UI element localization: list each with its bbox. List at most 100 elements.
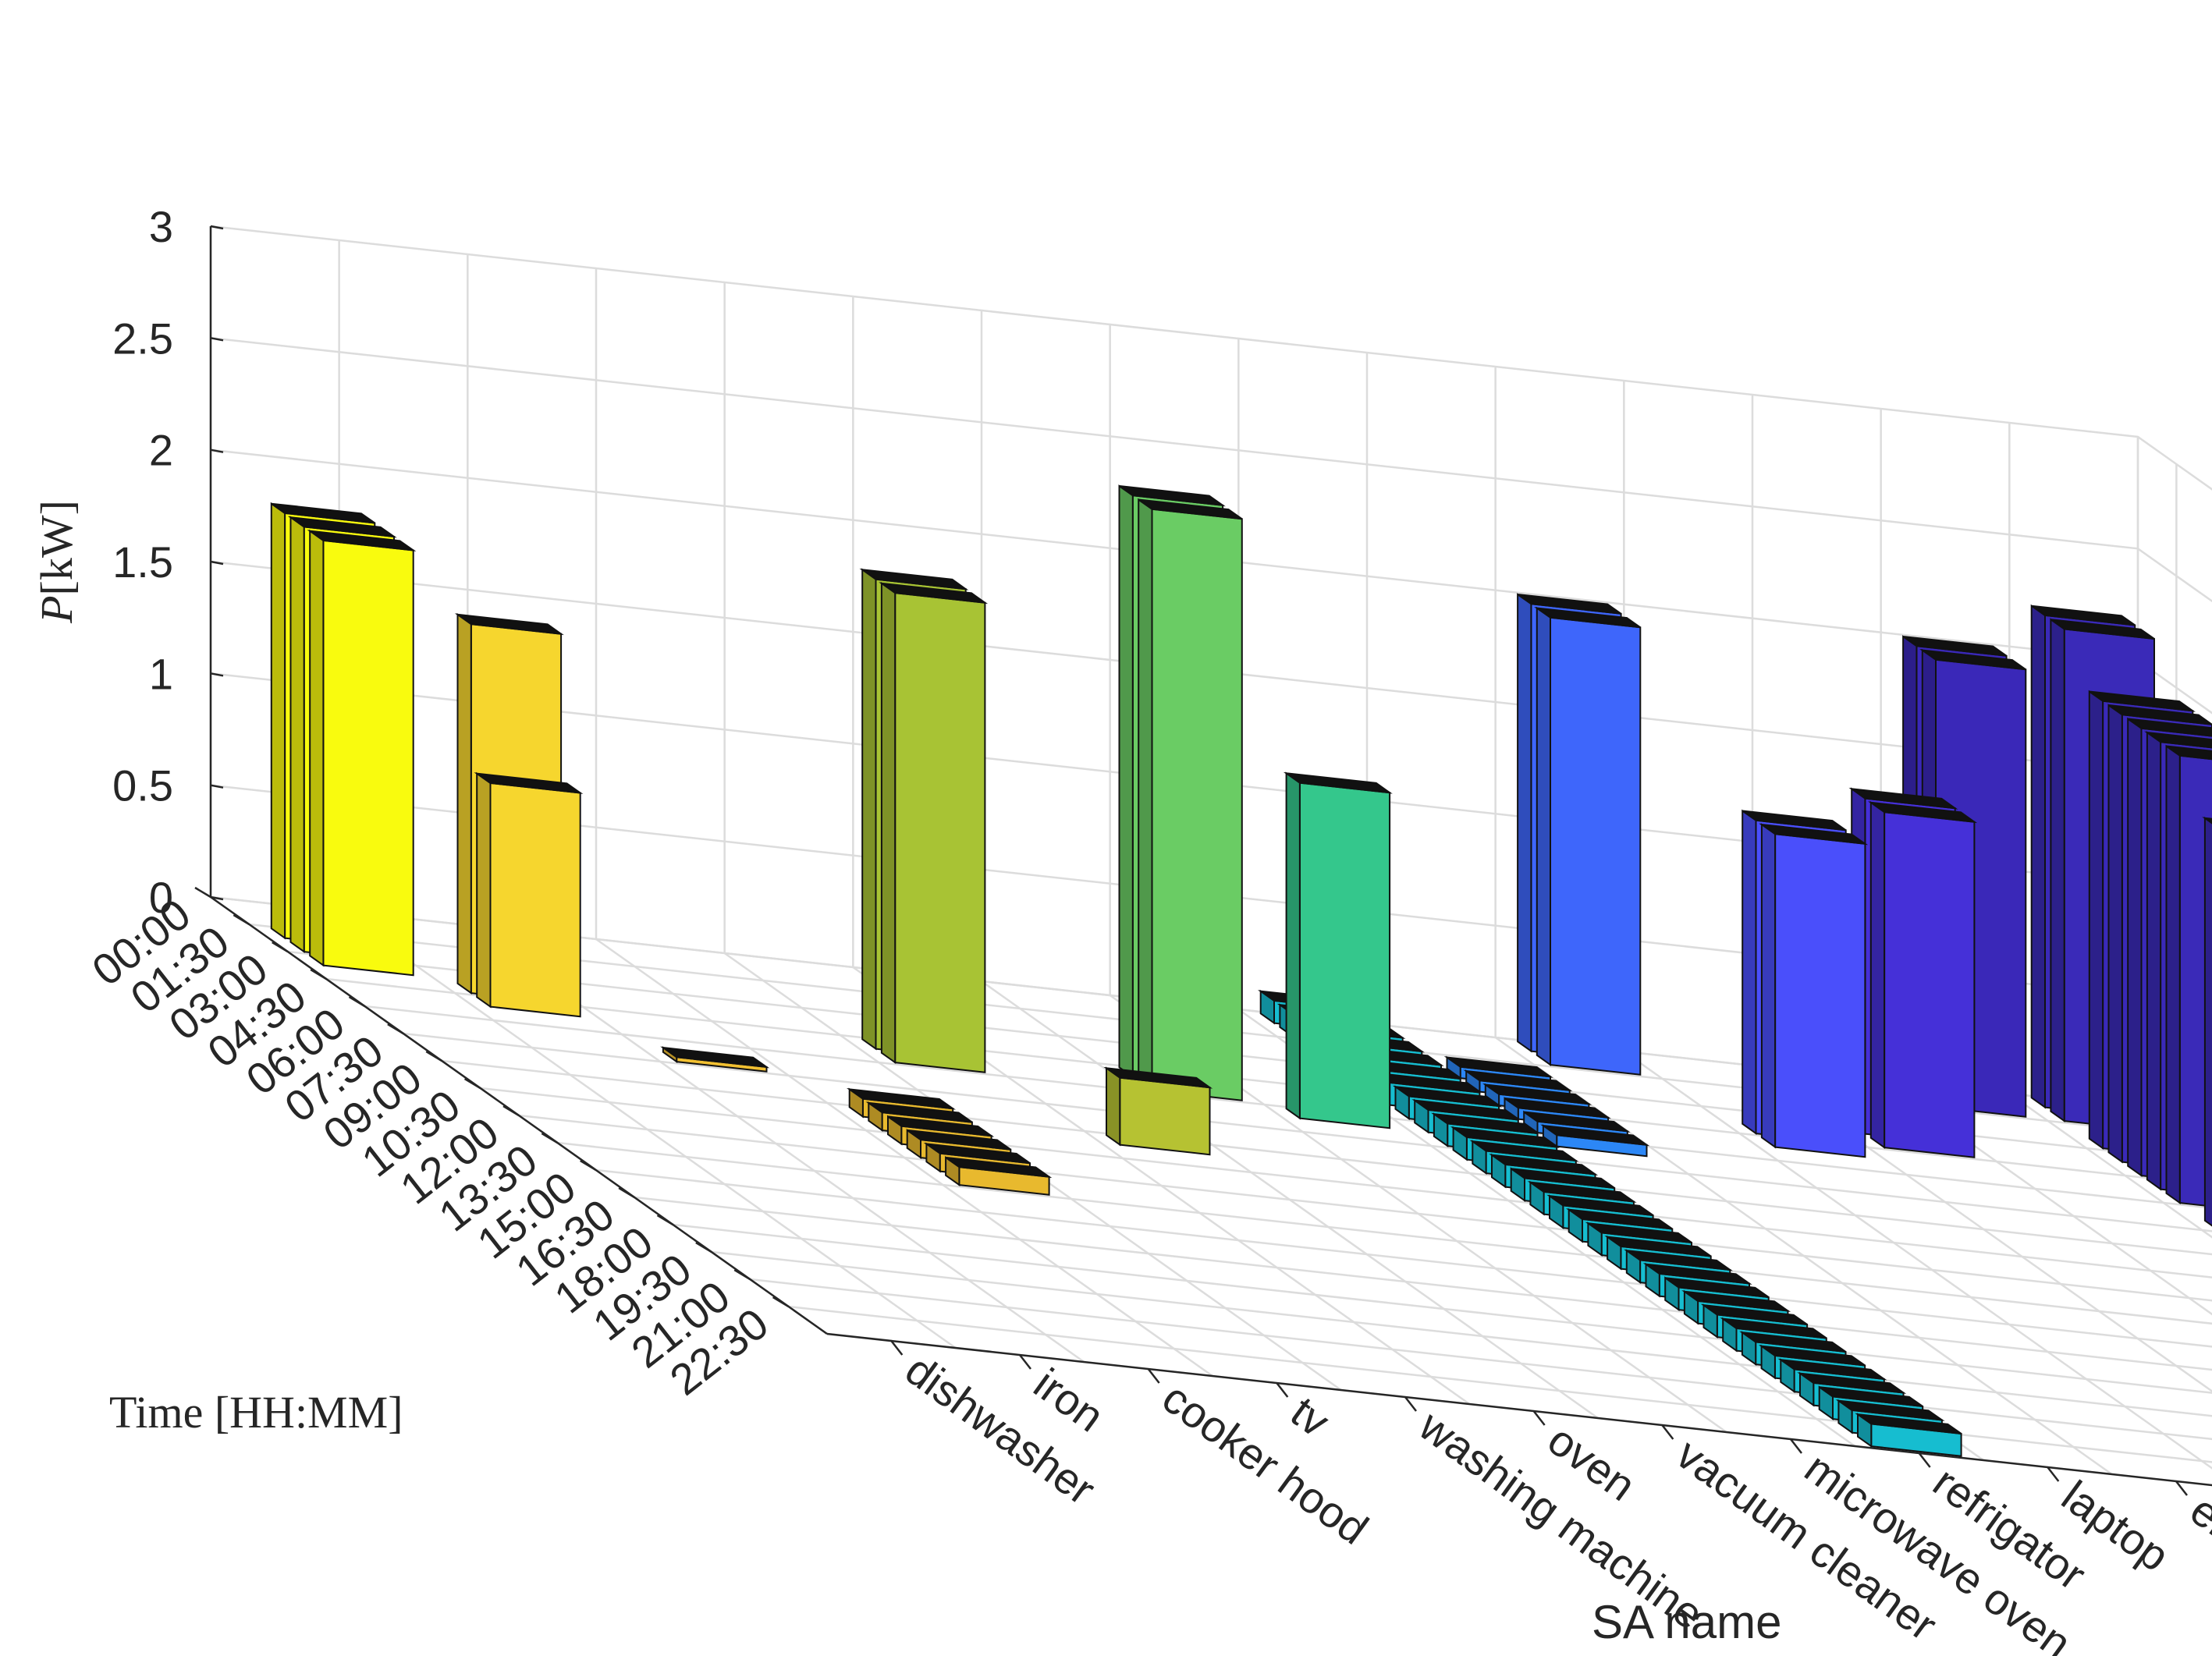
bar-face-top	[1739, 1331, 1847, 1353]
x-tick-mark	[695, 1241, 712, 1254]
x-tick-mark	[463, 1077, 481, 1090]
bar-face-front	[1151, 508, 1243, 1101]
z-axis-label-unit: [kW]	[31, 500, 82, 595]
floor-gridline-appliance	[981, 980, 1599, 1420]
floor-gridline-time	[442, 1059, 2212, 1256]
z-tick-mark	[210, 895, 224, 901]
bar-face-top	[923, 1142, 1031, 1165]
z-tick-label: 1	[149, 649, 173, 698]
bar-laptop-8	[1540, 1124, 1650, 1158]
bar-face-top	[1777, 1358, 1887, 1381]
bar-face-side	[456, 612, 472, 995]
y-tick-mark	[1532, 1410, 1546, 1426]
y-tick-mark	[1404, 1396, 1417, 1412]
bar-boiler-7	[2165, 744, 2212, 1207]
bar-face-side	[1869, 800, 1886, 1150]
bar-face-side	[1138, 498, 1153, 1093]
bar-face-top	[1664, 1277, 1770, 1298]
bar-face-front	[322, 539, 414, 977]
bar-face-top	[1443, 1056, 1553, 1078]
bar-face-side	[1285, 771, 1301, 1120]
floor-gridline-time	[595, 1168, 2212, 1348]
bar-face-top	[2144, 731, 2212, 749]
bar-face-side	[880, 581, 897, 1065]
bar-face-top	[1463, 1069, 1573, 1092]
bar-face-top	[1681, 1290, 1791, 1312]
bar-face-top	[2031, 605, 2136, 626]
bar-face-top	[1392, 1085, 1502, 1108]
bar-face-top	[1642, 1263, 1752, 1285]
bar-face-top	[1819, 1386, 1923, 1407]
bar-face-side	[861, 568, 877, 1051]
y-tick-mark	[1019, 1354, 1031, 1370]
x-tick-mark	[233, 913, 250, 926]
bar-face-top	[846, 1087, 956, 1110]
bar-face-side	[1742, 809, 1757, 1136]
floor-gridline-appliance	[338, 910, 957, 1349]
bar-face-side	[2107, 704, 2123, 1164]
y-tick-label: electric cooker	[2182, 1485, 2212, 1656]
bar-face-side	[2203, 816, 2212, 1227]
bar-air-conditioner-6	[1759, 823, 1869, 1158]
bar-face-side	[1536, 606, 1551, 1067]
bar-face-top	[1700, 1303, 1808, 1325]
z-tick-mark	[210, 784, 224, 789]
z-tick-label: 2	[149, 426, 173, 475]
bar-face-top	[1523, 1111, 1631, 1133]
floor-gridline-appliance	[595, 938, 1213, 1378]
bar-cooker-hood-9	[660, 1046, 770, 1073]
bar-face-top	[1919, 649, 2026, 671]
bar-face-side	[270, 502, 286, 940]
bar-face-front	[1298, 782, 1391, 1129]
bar-electric-cooker-1	[1534, 606, 1642, 1076]
bar-face-top	[1138, 498, 1243, 520]
bar-face-top	[1565, 1208, 1673, 1230]
bar-refrigator-31	[1855, 1413, 1962, 1457]
y-tick-mark	[1790, 1438, 1802, 1454]
y-tick-label: tv	[1282, 1387, 1338, 1447]
y-tick-mark	[1661, 1424, 1674, 1440]
x-tick-mark	[272, 941, 289, 953]
bar-face-top	[1527, 1181, 1637, 1203]
y-tick-mark	[2175, 1480, 2188, 1496]
bar-coffee-machine-5	[1868, 800, 1978, 1158]
bar-face-top	[1540, 1124, 1650, 1147]
bar-face-top	[2050, 619, 2155, 640]
x-tick-mark	[502, 1105, 520, 1117]
bar-face-top	[1534, 607, 1641, 629]
bar-dishwasher-4	[307, 529, 417, 977]
bar-face-top	[1450, 1126, 1560, 1148]
floor-gridline-time	[557, 1141, 2212, 1325]
bar-face-top	[1546, 1194, 1654, 1216]
bar-face-top	[1411, 1099, 1519, 1121]
bar-face-top	[1758, 1345, 1866, 1367]
y-tick-mark	[890, 1340, 904, 1356]
z-axis-label-symbol: P	[31, 595, 82, 623]
bar-face-top	[2202, 817, 2212, 824]
bar-face-top	[1868, 801, 1978, 824]
bar-microwave-oven-8	[1283, 771, 1393, 1129]
bar-face-front	[1550, 616, 1642, 1076]
bar-face-side	[1106, 1066, 1121, 1147]
bar-face-top	[1431, 1112, 1539, 1134]
bar-washing-machine-7	[879, 581, 989, 1073]
bar-face-side	[2088, 690, 2104, 1151]
y-tick-mark	[1147, 1368, 1160, 1384]
bar-face-top	[1469, 1140, 1579, 1162]
z-tick-label: 3	[149, 202, 173, 251]
floor-gridline-time	[788, 1305, 2212, 1463]
y-tick-mark	[1276, 1382, 1289, 1398]
floor-gridline-time	[518, 1114, 2212, 1302]
z-tick-label: 2.5	[112, 314, 173, 363]
bar-oven-12	[1103, 1066, 1213, 1156]
bar-face-side	[2146, 731, 2162, 1191]
z-tick-mark	[210, 560, 224, 566]
bar-face-front	[894, 591, 986, 1073]
bar-face-top	[307, 530, 417, 551]
bar-face-top	[1835, 1399, 1945, 1421]
x-tick-mark	[733, 1268, 751, 1281]
bars-group	[270, 484, 2212, 1457]
y-tick-mark	[2047, 1466, 2060, 1482]
x-tick-mark	[580, 1159, 597, 1172]
bar-vacuum-cleaner-7	[1138, 498, 1243, 1101]
